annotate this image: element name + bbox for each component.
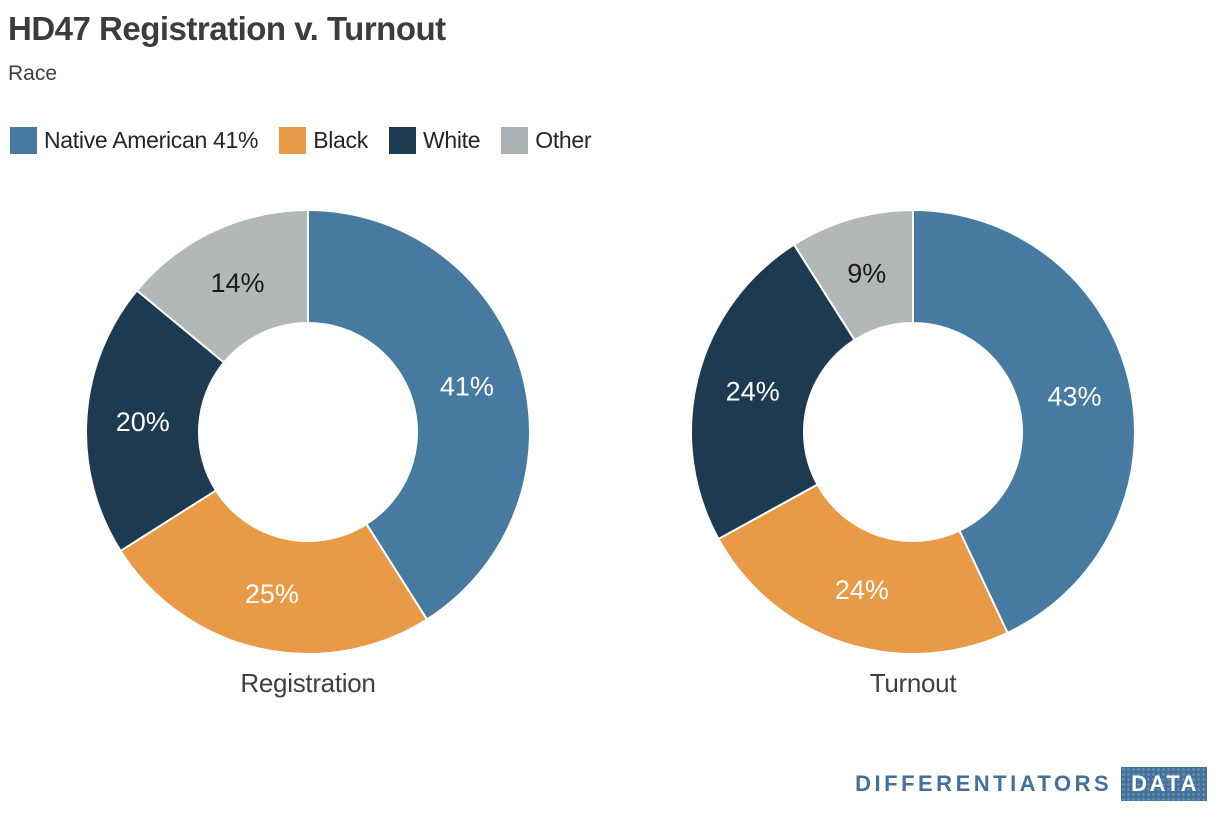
legend-swatch-native-american bbox=[10, 127, 37, 154]
charts-row: 41% 25% 20% 14% Registration 43% 24% 24% 9% Tu… bbox=[0, 202, 1220, 702]
donut-slice-other bbox=[135, 209, 309, 364]
page-title: HD47 Registration v. Turnout bbox=[8, 10, 446, 47]
legend-label-native-american: Native American 41% bbox=[44, 127, 259, 153]
slice-value-label: 43% bbox=[1047, 381, 1101, 411]
legend-item-white: White bbox=[388, 127, 481, 154]
legend-swatch-black bbox=[279, 127, 307, 154]
legend-item-native-american: Native American 41% bbox=[10, 127, 258, 154]
page-subtitle: Race bbox=[8, 62, 58, 85]
registration-caption: Registration bbox=[240, 668, 376, 698]
turnout-donut-chart: 43% 24% 24% 9% Turnout bbox=[683, 202, 1143, 699]
legend-label-white: White bbox=[422, 127, 481, 153]
turnout-caption: Turnout bbox=[869, 668, 957, 698]
slice-value-label: 24% bbox=[835, 575, 889, 605]
donut-slice-native-american bbox=[307, 209, 531, 621]
legend-label-black: Black bbox=[313, 127, 368, 153]
turnout-donut: 43% 24% 24% 9% bbox=[683, 202, 1143, 662]
slice-value-label: 9% bbox=[847, 259, 886, 289]
registration-donut: 41% 25% 20% 14% bbox=[78, 202, 538, 662]
legend-label-other: Other bbox=[535, 127, 592, 153]
donut-slice-black bbox=[717, 483, 1009, 655]
legend-swatch-white bbox=[388, 127, 416, 154]
slice-value-label: 25% bbox=[245, 579, 299, 609]
registration-donut-chart: 41% 25% 20% 14% Registration bbox=[78, 202, 538, 699]
donut-slice-other bbox=[793, 209, 914, 341]
legend-item-other: Other bbox=[501, 127, 592, 154]
donut-slice-white bbox=[690, 243, 856, 540]
donut-slice-black bbox=[119, 489, 428, 655]
legend: Native American 41% Black White Other bbox=[10, 127, 612, 154]
brand-name: DIFFERENTIATORS bbox=[855, 771, 1113, 796]
legend-item-black: Black bbox=[279, 127, 368, 154]
slice-value-label: 41% bbox=[440, 371, 494, 401]
slice-value-label: 24% bbox=[726, 376, 780, 406]
legend-swatch-other bbox=[501, 127, 529, 154]
brand-logo: DIFFERENTIATORS DATA bbox=[855, 767, 1207, 801]
slice-value-label: 14% bbox=[210, 268, 264, 298]
brand-badge: DATA bbox=[1121, 767, 1207, 801]
donut-slice-native-american bbox=[912, 209, 1136, 634]
donut-slice-white bbox=[85, 289, 226, 552]
slice-value-label: 20% bbox=[116, 407, 170, 437]
